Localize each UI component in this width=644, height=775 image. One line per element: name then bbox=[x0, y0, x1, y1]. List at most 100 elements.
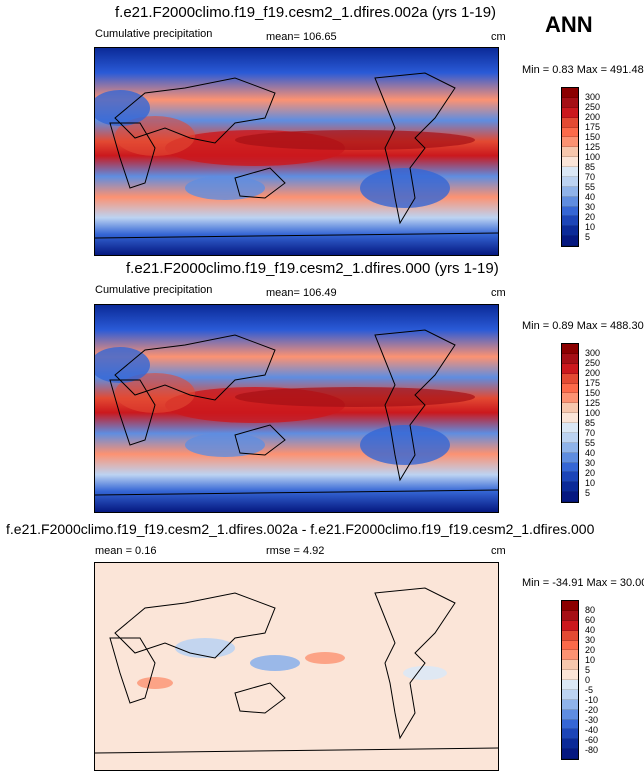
panel-1-variable-label: Cumulative precipitation bbox=[95, 28, 213, 40]
colorbar-cell bbox=[562, 413, 578, 423]
colorbar-tick-label: 55 bbox=[585, 438, 596, 448]
panel-3-mean-label: mean = 0.16 bbox=[95, 545, 157, 557]
panel-1-sio-dry bbox=[185, 176, 265, 200]
panel-2-americas-coast bbox=[374, 329, 456, 482]
colorbar-tick-label: 85 bbox=[585, 418, 596, 428]
panel-2-sahara-dry bbox=[95, 347, 150, 383]
colorbar-tick-label: 40 bbox=[585, 448, 596, 458]
colorbar-cell bbox=[562, 236, 578, 246]
colorbar-tick-label: 5 bbox=[585, 488, 591, 498]
colorbar-cell bbox=[562, 196, 578, 207]
panel-2-colorbar bbox=[561, 343, 579, 503]
colorbar-tick-label: 125 bbox=[585, 142, 601, 152]
panel-1-title: f.e21.F2000climo.f19_f19.cesm2_1.dfires.… bbox=[115, 4, 497, 21]
panel-3-title: f.e21.F2000climo.f19_f19.cesm2_1.dfires.… bbox=[6, 521, 595, 537]
colorbar-tick-label: 85 bbox=[585, 162, 596, 172]
colorbar-tick-label: 200 bbox=[585, 368, 601, 378]
colorbar-tick-label: 20 bbox=[585, 468, 596, 478]
colorbar-cell bbox=[562, 650, 578, 661]
colorbar-cell bbox=[562, 670, 578, 680]
panel-1-africa-coast bbox=[109, 122, 156, 189]
colorbar-tick-label: 0 bbox=[585, 675, 591, 685]
colorbar-tick-label: 80 bbox=[585, 605, 596, 615]
panel-2-units: cm bbox=[491, 287, 506, 299]
colorbar-cell bbox=[562, 167, 578, 177]
colorbar-tick-label: -30 bbox=[585, 715, 599, 725]
panel-3-rmse-label: rmse = 4.92 bbox=[266, 545, 325, 557]
panel-3-africa-coast bbox=[109, 637, 156, 704]
colorbar-cell bbox=[562, 442, 578, 453]
season-label: ANN bbox=[545, 12, 593, 37]
colorbar-cell bbox=[562, 729, 578, 740]
colorbar-tick-label: 100 bbox=[585, 408, 601, 418]
colorbar-tick-label: 175 bbox=[585, 122, 601, 132]
colorbar-cell bbox=[562, 719, 578, 730]
panel-2-sio-dry bbox=[185, 433, 265, 457]
panel-3-anomaly-1 bbox=[175, 638, 235, 658]
panel-1-americas-coast bbox=[374, 72, 456, 225]
colorbar-cell bbox=[562, 147, 578, 158]
colorbar-tick-label: 300 bbox=[585, 348, 601, 358]
panel-1-map bbox=[94, 47, 499, 256]
panel-1-africa-rain bbox=[115, 116, 195, 156]
colorbar-tick-label: 40 bbox=[585, 625, 596, 635]
colorbar-cell bbox=[562, 709, 578, 720]
colorbar-cell bbox=[562, 186, 578, 197]
panel-3-minmax: Min = -34.91 Max = 30.00 bbox=[522, 577, 644, 589]
colorbar-cell bbox=[562, 680, 578, 690]
colorbar-cell bbox=[562, 344, 578, 354]
panel-2-title: f.e21.F2000climo.f19_f19.cesm2_1.dfires.… bbox=[126, 260, 499, 277]
panel-3-units: cm bbox=[491, 545, 506, 557]
panel-2-se-pacific-dry bbox=[360, 425, 450, 465]
panel-3-anomaly-5 bbox=[137, 677, 173, 689]
panel-1-units: cm bbox=[491, 31, 506, 43]
colorbar-cell bbox=[562, 739, 578, 750]
colorbar-cell bbox=[562, 403, 578, 414]
panel-3-colorbar-labels: 80 60 40 30 20 10 5 0 -5 -10 -20 -30 -40 -60 -80 bbox=[585, 600, 625, 760]
colorbar-tick-label: -60 bbox=[585, 735, 599, 745]
colorbar-tick-label: 175 bbox=[585, 378, 601, 388]
panel-2-africa-rain bbox=[115, 373, 195, 413]
colorbar-tick-label: 10 bbox=[585, 655, 596, 665]
panel-1-eurasia-coast bbox=[114, 77, 276, 144]
colorbar-tick-label: -20 bbox=[585, 705, 599, 715]
colorbar-cell bbox=[562, 432, 578, 443]
colorbar-tick-label: 300 bbox=[585, 92, 601, 102]
colorbar-cell bbox=[562, 127, 578, 138]
panel-3-anomaly-3 bbox=[305, 652, 345, 664]
panel-2-eurasia-coast bbox=[114, 334, 276, 401]
colorbar-cell bbox=[562, 660, 578, 671]
colorbar-tick-label: 10 bbox=[585, 222, 596, 232]
panel-2-mean-label: mean= 106.49 bbox=[266, 287, 337, 299]
colorbar-cell bbox=[562, 482, 578, 493]
panel-1-colorbar bbox=[561, 87, 579, 247]
panel-2-itcz bbox=[235, 387, 475, 407]
colorbar-tick-label: 20 bbox=[585, 645, 596, 655]
colorbar-cell bbox=[562, 749, 578, 759]
colorbar-tick-label: 60 bbox=[585, 615, 596, 625]
panel-1-colorbar-labels: 300 250 200 175 150 125 100 85 70 55 40 30 20 10 5 bbox=[585, 87, 625, 247]
colorbar-tick-label: 150 bbox=[585, 132, 601, 142]
colorbar-tick-label: 55 bbox=[585, 182, 596, 192]
colorbar-tick-label: 150 bbox=[585, 388, 601, 398]
panel-1-minmax: Min = 0.83 Max = 491.48 bbox=[522, 64, 644, 76]
panel-2-colorbar-labels: 300 250 200 175 150 125 100 85 70 55 40 30 20 10 5 bbox=[585, 343, 625, 503]
colorbar-cell bbox=[562, 472, 578, 483]
colorbar-tick-label: 30 bbox=[585, 458, 596, 468]
colorbar-cell bbox=[562, 452, 578, 463]
panel-2-map-svg bbox=[95, 305, 498, 512]
colorbar-tick-label: 5 bbox=[585, 665, 591, 675]
colorbar-cell bbox=[562, 383, 578, 394]
colorbar-tick-label: 100 bbox=[585, 152, 601, 162]
colorbar-cell bbox=[562, 601, 578, 611]
colorbar-tick-label: 200 bbox=[585, 112, 601, 122]
colorbar-cell bbox=[562, 689, 578, 700]
colorbar-cell bbox=[562, 137, 578, 148]
colorbar-tick-label: 70 bbox=[585, 172, 596, 182]
colorbar-tick-label: -5 bbox=[585, 685, 594, 695]
colorbar-cell bbox=[562, 462, 578, 473]
colorbar-cell bbox=[562, 393, 578, 404]
colorbar-cell bbox=[562, 699, 578, 710]
panel-3-anomaly-4 bbox=[403, 666, 447, 680]
panel-1-antarctica-coast bbox=[95, 232, 498, 239]
